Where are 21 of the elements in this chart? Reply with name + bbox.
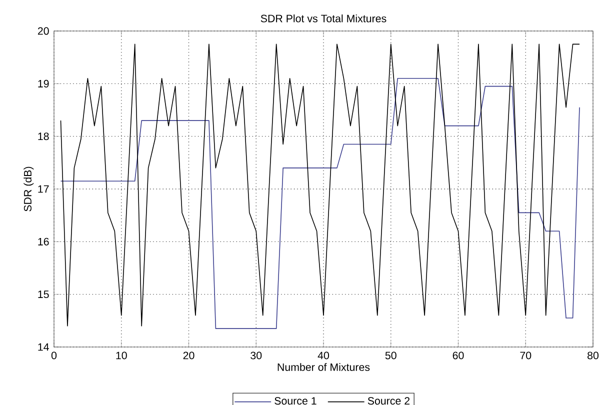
y-tick-label: 14 [38,343,49,351]
x-tick-label: 50 [385,352,396,360]
x-tick-label: 80 [588,352,599,360]
y-tick-label: 16 [38,238,49,246]
x-tick-label: 70 [520,352,532,360]
y-tick-label: 19 [38,80,49,88]
y-tick-label: 15 [38,290,49,298]
x-tick-label: 10 [116,352,127,360]
x-tick-label: 0 [51,352,57,360]
legend-label: Source 1 [274,397,316,405]
legend-label: Source 2 [368,397,410,405]
y-axis-title: SDR (dB) [24,166,34,212]
x-tick-label: 20 [183,352,194,360]
chart-title: SDR Plot vs Total Mixtures [260,14,386,22]
x-tick-label: 40 [318,352,330,360]
y-tick-label: 17 [38,185,49,193]
y-tick-label: 20 [38,27,49,35]
y-tick-label: 18 [38,132,49,140]
x-axis-title: Number of Mixtures [278,363,370,371]
x-tick-label: 60 [452,352,464,360]
x-tick-label: 30 [250,352,262,360]
